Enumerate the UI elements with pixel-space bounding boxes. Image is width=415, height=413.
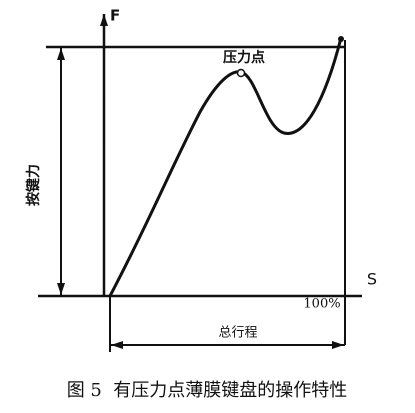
- pressure-point-marker: [236, 68, 246, 78]
- force-curve: [108, 37, 343, 297]
- total-stroke-label: 总行程: [218, 326, 257, 341]
- end-point: [338, 36, 344, 42]
- frame-lines: [38, 14, 362, 352]
- full-stroke-label: 100%: [303, 297, 340, 312]
- key-force-label: 按键力: [25, 164, 42, 206]
- caption: 图 5 有压力点薄膜键盘的操作特性: [67, 380, 348, 401]
- pressure-point-label: 压力点: [223, 49, 265, 66]
- force-axis-label: F: [110, 7, 120, 25]
- stroke-axis-label: S: [367, 270, 377, 289]
